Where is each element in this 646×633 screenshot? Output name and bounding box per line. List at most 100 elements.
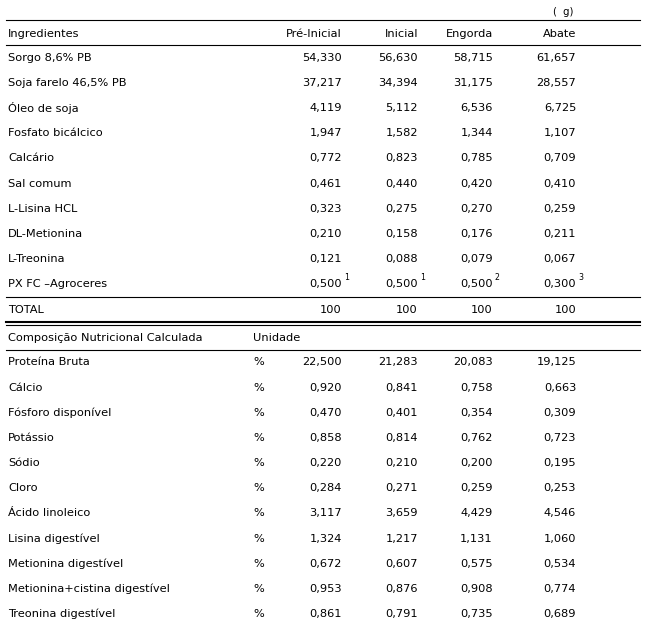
- Text: 0,420: 0,420: [461, 179, 493, 189]
- Text: Soja farelo 46,5% PB: Soja farelo 46,5% PB: [8, 78, 127, 88]
- Text: 100: 100: [554, 304, 576, 315]
- Text: 3,117: 3,117: [309, 508, 342, 518]
- Text: Potássio: Potássio: [8, 433, 56, 443]
- Text: 0,762: 0,762: [461, 433, 493, 443]
- Text: 1,217: 1,217: [386, 534, 418, 544]
- Text: Metionina+cistina digestível: Metionina+cistina digestível: [8, 584, 171, 594]
- Text: 0,814: 0,814: [386, 433, 418, 443]
- Text: PX FC –Agroceres: PX FC –Agroceres: [8, 279, 107, 289]
- Text: 3: 3: [578, 273, 583, 282]
- Text: 34,394: 34,394: [379, 78, 418, 88]
- Text: 0,500: 0,500: [460, 279, 493, 289]
- Text: 0,672: 0,672: [309, 559, 342, 569]
- Text: L-Lisina HCL: L-Lisina HCL: [8, 204, 78, 214]
- Text: Cloro: Cloro: [8, 484, 38, 493]
- Text: 1,582: 1,582: [386, 128, 418, 138]
- Text: 37,217: 37,217: [302, 78, 342, 88]
- Text: 0,785: 0,785: [460, 153, 493, 163]
- Text: %: %: [253, 559, 264, 569]
- Text: 0,210: 0,210: [386, 458, 418, 468]
- Text: 0,259: 0,259: [544, 204, 576, 214]
- Text: 3,659: 3,659: [386, 508, 418, 518]
- Text: Pré-Inicial: Pré-Inicial: [286, 29, 342, 39]
- Text: Metionina digestível: Metionina digestível: [8, 558, 123, 569]
- Text: 22,500: 22,500: [302, 358, 342, 367]
- Text: 28,557: 28,557: [536, 78, 576, 88]
- Text: 0,176: 0,176: [460, 229, 493, 239]
- Text: 0,121: 0,121: [309, 254, 342, 264]
- Text: %: %: [253, 408, 264, 418]
- Text: 0,607: 0,607: [386, 559, 418, 569]
- Text: 5,112: 5,112: [386, 103, 418, 113]
- Text: 100: 100: [471, 304, 493, 315]
- Text: 0,195: 0,195: [543, 458, 576, 468]
- Text: Proteína Bruta: Proteína Bruta: [8, 358, 90, 367]
- Text: 0,309: 0,309: [543, 408, 576, 418]
- Text: Lisina digestível: Lisina digestível: [8, 534, 100, 544]
- Text: %: %: [253, 358, 264, 367]
- Text: 0,461: 0,461: [309, 179, 342, 189]
- Text: 0,920: 0,920: [309, 382, 342, 392]
- Text: Unidade: Unidade: [253, 334, 300, 344]
- Text: %: %: [253, 433, 264, 443]
- Text: Treonina digestível: Treonina digestível: [8, 609, 116, 620]
- Text: Sódio: Sódio: [8, 458, 40, 468]
- Text: TOTAL: TOTAL: [8, 304, 44, 315]
- Text: %: %: [253, 609, 264, 619]
- Text: 0,858: 0,858: [309, 433, 342, 443]
- Text: 0,088: 0,088: [385, 254, 418, 264]
- Text: 0,774: 0,774: [544, 584, 576, 594]
- Text: 0,220: 0,220: [309, 458, 342, 468]
- Text: 0,823: 0,823: [386, 153, 418, 163]
- Text: Cálcio: Cálcio: [8, 382, 43, 392]
- Text: 0,470: 0,470: [309, 408, 342, 418]
- Text: 0,841: 0,841: [386, 382, 418, 392]
- Text: Óleo de soja: Óleo de soja: [8, 102, 79, 114]
- Text: 0,210: 0,210: [309, 229, 342, 239]
- Text: 1,060: 1,060: [544, 534, 576, 544]
- Text: 100: 100: [320, 304, 342, 315]
- Text: %: %: [253, 382, 264, 392]
- Text: %: %: [253, 584, 264, 594]
- Text: 0,876: 0,876: [386, 584, 418, 594]
- Text: 0,758: 0,758: [460, 382, 493, 392]
- Text: 0,284: 0,284: [309, 484, 342, 493]
- Text: 1,131: 1,131: [460, 534, 493, 544]
- Text: 0,259: 0,259: [460, 484, 493, 493]
- Text: 0,323: 0,323: [309, 204, 342, 214]
- Text: 0,440: 0,440: [386, 179, 418, 189]
- Text: 0,275: 0,275: [386, 204, 418, 214]
- Text: %: %: [253, 484, 264, 493]
- Text: 1,344: 1,344: [461, 128, 493, 138]
- Text: 0,401: 0,401: [386, 408, 418, 418]
- Text: 0,410: 0,410: [544, 179, 576, 189]
- Text: 0,200: 0,200: [460, 458, 493, 468]
- Text: 1: 1: [344, 273, 349, 282]
- Text: 4,119: 4,119: [309, 103, 342, 113]
- Text: 58,715: 58,715: [453, 53, 493, 63]
- Text: 0,953: 0,953: [309, 584, 342, 594]
- Text: 20,083: 20,083: [453, 358, 493, 367]
- Text: Abate: Abate: [543, 29, 576, 39]
- Text: 0,500: 0,500: [385, 279, 418, 289]
- Text: 1,947: 1,947: [309, 128, 342, 138]
- Text: 0,271: 0,271: [386, 484, 418, 493]
- Text: Engorda: Engorda: [445, 29, 493, 39]
- Text: 0,689: 0,689: [544, 609, 576, 619]
- Text: Sorgo 8,6% PB: Sorgo 8,6% PB: [8, 53, 92, 63]
- Text: 56,630: 56,630: [379, 53, 418, 63]
- Text: Inicial: Inicial: [384, 29, 418, 39]
- Text: 0,723: 0,723: [544, 433, 576, 443]
- Text: Ácido linoleico: Ácido linoleico: [8, 508, 90, 518]
- Text: 1: 1: [420, 273, 425, 282]
- Text: 6,536: 6,536: [461, 103, 493, 113]
- Text: 54,330: 54,330: [302, 53, 342, 63]
- Text: 21,283: 21,283: [379, 358, 418, 367]
- Text: 0,067: 0,067: [544, 254, 576, 264]
- Text: 1,324: 1,324: [309, 534, 342, 544]
- Text: 61,657: 61,657: [537, 53, 576, 63]
- Text: 4,546: 4,546: [544, 508, 576, 518]
- Text: 6,725: 6,725: [544, 103, 576, 113]
- Text: Fosfato bicálcico: Fosfato bicálcico: [8, 128, 103, 138]
- Text: (  g): ( g): [553, 7, 573, 17]
